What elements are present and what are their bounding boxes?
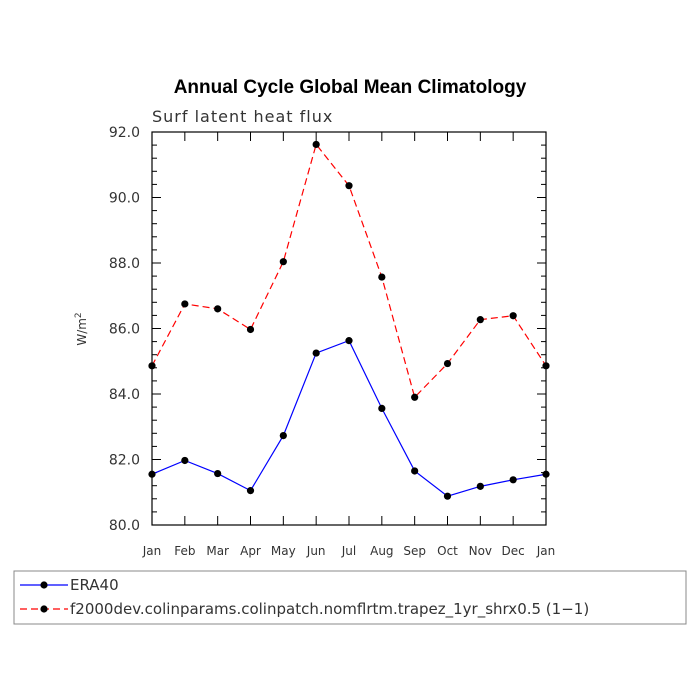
legend-entry-2: f2000dev.colinparams.colinpatch.nomflrtm… [20,600,589,619]
x-tick-label: Jun [306,544,326,558]
data-point [378,273,386,281]
data-point [312,349,320,357]
data-point [214,305,222,313]
y-tick-label: 92.0 [109,125,140,141]
x-tick-label: Apr [240,544,261,558]
x-tick-label: Oct [437,544,458,558]
plot-border [151,131,547,526]
x-tick-label: Sep [403,544,426,558]
x-tick-label: Jul [341,544,356,558]
data-point [509,476,517,484]
x-tick-label: Jan [536,544,556,558]
data-point [181,300,189,308]
data-point [542,362,550,370]
y-tick-label: 84.0 [109,387,140,403]
series-layer [148,140,550,500]
data-point [476,482,484,490]
data-point [148,362,156,370]
y-axis: 80.0 82.0 84.0 86.0 88.0 90.0 92.0 [109,125,546,534]
data-point [246,487,255,495]
legend-box [13,570,687,625]
y-tick-label: 86.0 [109,322,140,338]
y-axis-label-unit: W/m [75,318,89,346]
data-point [246,325,255,334]
data-point [476,316,484,324]
legend-swatch-marker [40,605,48,613]
legend-swatch-marker [40,581,48,589]
legend-label: f2000dev.colinparams.colinpatch.nomflrtm… [70,600,589,619]
chart-subtitle: Surf latent heat flux [152,107,333,126]
plot-frame [151,131,547,526]
x-axis: Jan Feb Mar Apr May Jun Jul Aug Sep Oct Nov Dec Jan [142,132,556,558]
y-tick-label: 80.0 [109,518,140,534]
x-tick-label: Feb [174,544,195,558]
series-line [151,339,547,497]
data-point [181,456,189,465]
data-point [279,258,287,266]
data-point [542,470,550,478]
data-point [443,359,452,368]
x-tick-label: Dec [502,544,525,558]
y-axis-label-superscript: 2 [74,312,84,318]
series-2 [148,140,550,401]
data-point [411,467,419,475]
data-point [411,393,419,401]
x-tick-label: Aug [370,544,393,558]
x-tick-label: Mar [206,544,229,558]
y-tick-label: 90.0 [109,191,140,207]
y-tick-label: 82.0 [109,453,140,469]
legend-label: ERA40 [70,576,119,594]
legend-entry-1: ERA40 [20,576,119,594]
data-point [378,404,386,413]
data-point [148,470,156,478]
series-1 [148,337,550,500]
y-tick-label: 88.0 [109,256,140,272]
x-tick-label: Nov [469,544,492,558]
data-point [214,469,222,478]
data-point [345,337,353,345]
x-tick-label: May [271,544,296,558]
y-axis-label: W/m2 [74,312,89,345]
data-point [345,182,353,190]
legend: ERA40 f2000dev.colinparams.colinpatch.nom… [13,570,687,625]
data-point [509,312,517,320]
data-point [279,431,287,440]
x-tick-label: Jan [142,544,162,558]
data-point [312,140,320,149]
data-point [443,492,452,500]
chart-title: Annual Cycle Global Mean Climatology [174,77,527,98]
